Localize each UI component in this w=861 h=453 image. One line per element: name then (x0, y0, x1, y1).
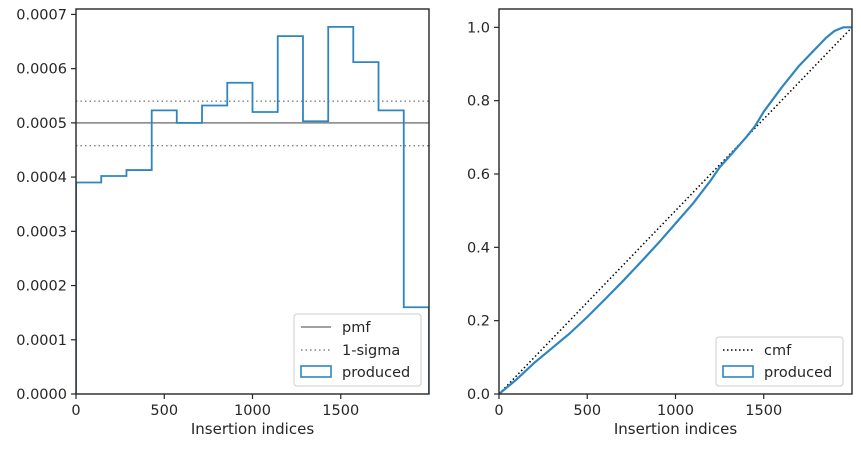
x-tick-label: 1000 (234, 403, 271, 419)
y-tick-label: 0.0006 (16, 62, 67, 78)
x-axis-label: Insertion indices (191, 420, 314, 438)
legend-cmf-label: cmf (764, 343, 792, 359)
legend: cmf produced (715, 336, 844, 387)
cmf-line (499, 26, 852, 394)
legend-box (293, 313, 422, 387)
legend-produced-swatch (722, 365, 754, 378)
y-tick-label: 0.8 (467, 94, 490, 110)
y-tick-label: 0.0 (467, 387, 490, 403)
x-tick-label: 0 (71, 403, 80, 419)
y-tick-label: 0.0007 (16, 7, 67, 23)
legend-pmf-label: pmf (342, 320, 371, 336)
plot-area (76, 25, 429, 394)
axes-frame (75, 8, 430, 395)
y-tick-label: 0.0003 (16, 224, 67, 240)
produced-cumulative-line (499, 26, 852, 394)
histogram-step-series (76, 25, 429, 394)
legend-produced-label: produced (342, 365, 410, 381)
histogram-panel: 0 500 1000 1500 0.0000 0.0001 0.0002 0.0003 0.00… (16, 7, 430, 438)
legend: pmf 1-sigma produced (293, 313, 422, 387)
legend-produced-label: produced (764, 365, 832, 381)
x-tick-label: 1500 (745, 403, 782, 419)
axes-frame (498, 8, 853, 395)
x-tick-label: 0 (494, 403, 503, 419)
y-tick-label: 0.0005 (16, 116, 67, 132)
y-tick-label: 0.0002 (16, 279, 67, 295)
y-tick-label: 0.0004 (16, 170, 67, 186)
legend-produced-swatch (300, 365, 332, 378)
legend-sigma-label: 1-sigma (342, 343, 400, 359)
x-tick-label: 1000 (657, 403, 694, 419)
x-axis-label: Insertion indices (614, 420, 737, 438)
x-tick-label: 500 (573, 403, 601, 419)
y-tick-label: 1.0 (467, 20, 490, 36)
cumulative-panel: 0 500 1000 1500 0.0 0.2 0.4 0.6 0.8 1.0 Insertion … (467, 8, 853, 438)
y-tick-label: 0.2 (467, 314, 490, 330)
y-tick-label: 0.0001 (16, 333, 67, 349)
y-tick-label: 0.4 (467, 240, 490, 256)
y-tick-label: 0.6 (467, 167, 490, 183)
x-tick-label: 500 (150, 403, 178, 419)
plot-area (499, 26, 852, 394)
y-tick-label: 0.0000 (16, 387, 67, 403)
x-tick-label: 1500 (322, 403, 359, 419)
